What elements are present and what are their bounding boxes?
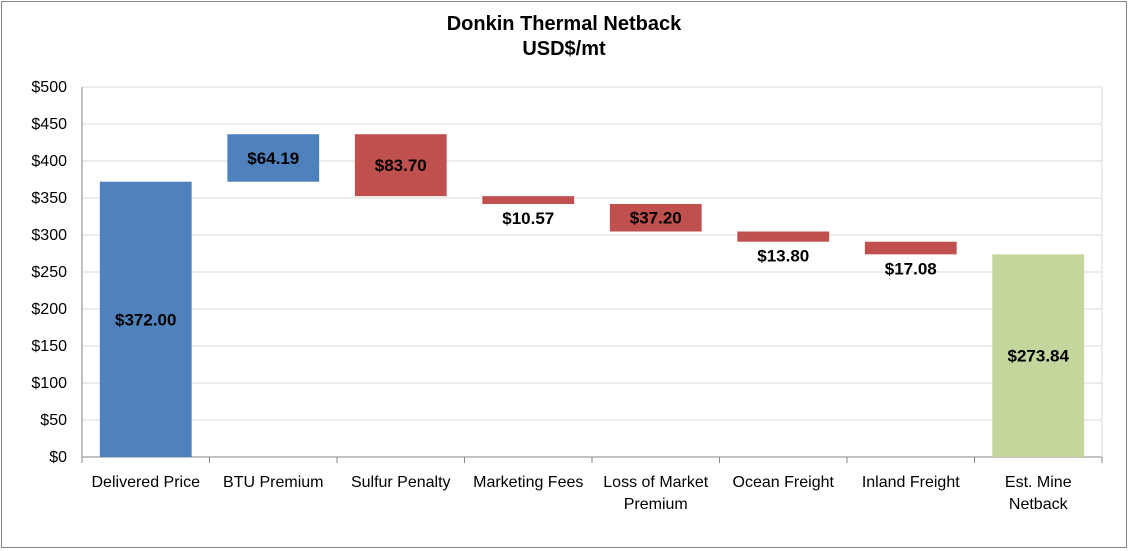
x-category-label: Marketing Fees — [473, 474, 583, 491]
y-tick-label: $450 — [31, 116, 67, 133]
data-label: $273.84 — [1008, 347, 1070, 366]
data-label: $17.08 — [885, 259, 937, 278]
data-label: $13.80 — [757, 247, 809, 266]
x-category-label: Sulfur Penalty — [351, 474, 451, 491]
y-tick-label: $300 — [31, 227, 67, 244]
bar — [482, 196, 575, 204]
y-tick-label: $0 — [49, 449, 67, 466]
data-label: $83.70 — [375, 156, 427, 175]
bar — [99, 181, 192, 457]
chart-title: Donkin Thermal Netback — [446, 13, 682, 35]
x-category-label: Ocean Freight — [733, 474, 835, 491]
x-category-label: Premium — [624, 496, 688, 513]
bar — [737, 231, 830, 242]
bar — [227, 134, 320, 182]
x-category-label: Loss of Market — [603, 474, 708, 491]
x-category-label: BTU Premium — [223, 474, 323, 491]
y-tick-label: $150 — [31, 338, 67, 355]
data-label: $10.57 — [502, 209, 554, 228]
chart-title-block: Donkin Thermal Netback USD$/mt — [0, 12, 1128, 62]
y-tick-label: $400 — [31, 153, 67, 170]
y-tick-label: $350 — [31, 190, 67, 207]
x-category-label: Est. Mine — [1005, 474, 1072, 491]
x-category-label: Delivered Price — [92, 474, 201, 491]
bar — [992, 254, 1085, 457]
data-label: $372.00 — [115, 310, 176, 329]
data-label: $64.19 — [247, 149, 299, 168]
bar — [609, 203, 702, 232]
y-tick-label: $50 — [40, 412, 67, 429]
y-tick-label: $200 — [31, 301, 67, 318]
x-category-label: Netback — [1009, 496, 1069, 513]
data-label: $37.20 — [630, 209, 682, 228]
bar — [864, 241, 957, 255]
x-category-label: Inland Freight — [862, 474, 960, 491]
y-tick-label: $100 — [31, 375, 67, 392]
y-tick-label: $250 — [31, 264, 67, 281]
bar — [354, 134, 447, 197]
chart-subtitle: USD$/mt — [522, 38, 606, 60]
y-tick-label: $500 — [31, 79, 67, 96]
